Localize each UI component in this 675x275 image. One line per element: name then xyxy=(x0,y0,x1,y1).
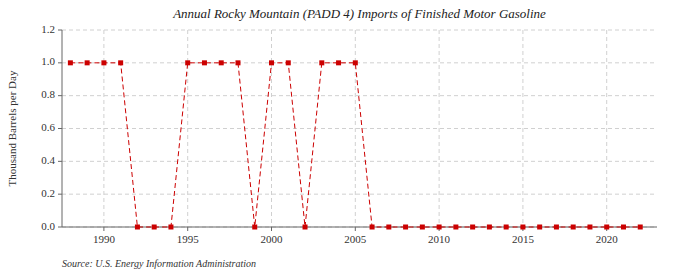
x-tick xyxy=(103,227,104,231)
y-grid-line xyxy=(62,128,657,129)
data-point xyxy=(185,60,190,65)
x-grid-line xyxy=(522,30,523,227)
data-line xyxy=(70,63,640,227)
y-tick-label: 1.2 xyxy=(41,23,55,35)
x-tick-label: 1995 xyxy=(177,233,200,245)
y-tick-label: 0.4 xyxy=(41,154,55,166)
y-grid-line xyxy=(62,161,657,162)
y-tick-label: 0.2 xyxy=(41,187,55,199)
data-point xyxy=(453,225,458,230)
data-point xyxy=(303,225,308,230)
y-tick-label: 0.8 xyxy=(41,88,55,100)
data-point xyxy=(269,60,274,65)
x-tick-label: 2020 xyxy=(596,233,619,245)
x-grid-line xyxy=(271,30,272,227)
data-point xyxy=(621,225,626,230)
data-point xyxy=(235,60,240,65)
x-tick xyxy=(271,227,272,231)
data-point xyxy=(68,60,73,65)
data-point xyxy=(554,225,559,230)
y-axis-label: Thousand Barrels per Day xyxy=(6,70,18,186)
x-grid-line xyxy=(187,30,188,227)
axes: 0.0 0.2 0.4 0.6 0.8 1.0 1.2 1990 1995 2000 2005 201… xyxy=(41,23,657,245)
data-point xyxy=(487,225,492,230)
data-point xyxy=(336,60,341,65)
y-tick-label: 0.0 xyxy=(41,220,55,232)
grid xyxy=(62,30,657,227)
x-grid-line xyxy=(439,30,440,227)
x-tick xyxy=(355,227,356,231)
y-grid-line xyxy=(62,95,657,96)
y-grid-line xyxy=(62,30,657,31)
data-point xyxy=(101,60,106,65)
data-point xyxy=(403,225,408,230)
y-grid-line xyxy=(62,227,657,228)
data-point xyxy=(470,225,475,230)
data-point xyxy=(587,225,592,230)
y-grid-line xyxy=(62,194,657,195)
y-tick xyxy=(58,227,62,228)
y-tick xyxy=(58,161,62,162)
data-point xyxy=(286,60,291,65)
data-point xyxy=(118,60,123,65)
y-tick xyxy=(58,95,62,96)
data-point xyxy=(135,225,140,230)
x-tick-label: 2005 xyxy=(344,233,367,245)
data-point xyxy=(353,60,358,65)
y-grid-line xyxy=(62,62,657,63)
data-point xyxy=(520,225,525,230)
x-axis-line xyxy=(62,227,657,228)
y-tick xyxy=(58,128,62,129)
data-point xyxy=(420,225,425,230)
y-tick-label: 1.0 xyxy=(41,55,55,67)
data-point xyxy=(168,225,173,230)
data-point xyxy=(604,225,609,230)
series xyxy=(68,60,643,229)
data-point xyxy=(571,225,576,230)
x-grid-line xyxy=(606,30,607,227)
chart: 0.0 0.2 0.4 0.6 0.8 1.0 1.2 1990 1995 2000 2005 201… xyxy=(0,0,675,275)
x-grid-line xyxy=(103,30,104,227)
x-tick-label: 2000 xyxy=(261,233,284,245)
title: Annual Rocky Mountain (PADD 4) Imports o… xyxy=(172,6,546,21)
y-axis-line xyxy=(62,30,63,227)
x-tick-label: 1990 xyxy=(93,233,116,245)
source-note: Source: U.S. Energy Information Administ… xyxy=(62,258,256,269)
y-tick xyxy=(58,30,62,31)
data-point xyxy=(437,225,442,230)
data-point xyxy=(638,225,643,230)
x-tick-label: 2015 xyxy=(512,233,535,245)
y-tick xyxy=(58,194,62,195)
x-tick-label: 2010 xyxy=(428,233,451,245)
y-tick-label: 0.6 xyxy=(41,121,55,133)
x-grid-line xyxy=(355,30,356,227)
data-point xyxy=(219,60,224,65)
data-point xyxy=(202,60,207,65)
data-point xyxy=(319,60,324,65)
data-point xyxy=(152,225,157,230)
y-tick xyxy=(58,62,62,63)
x-tick xyxy=(187,227,188,231)
data-point xyxy=(504,225,509,230)
data-point xyxy=(537,225,542,230)
data-point xyxy=(370,225,375,230)
data-point xyxy=(386,225,391,230)
data-point xyxy=(85,60,90,65)
data-point xyxy=(252,225,257,230)
